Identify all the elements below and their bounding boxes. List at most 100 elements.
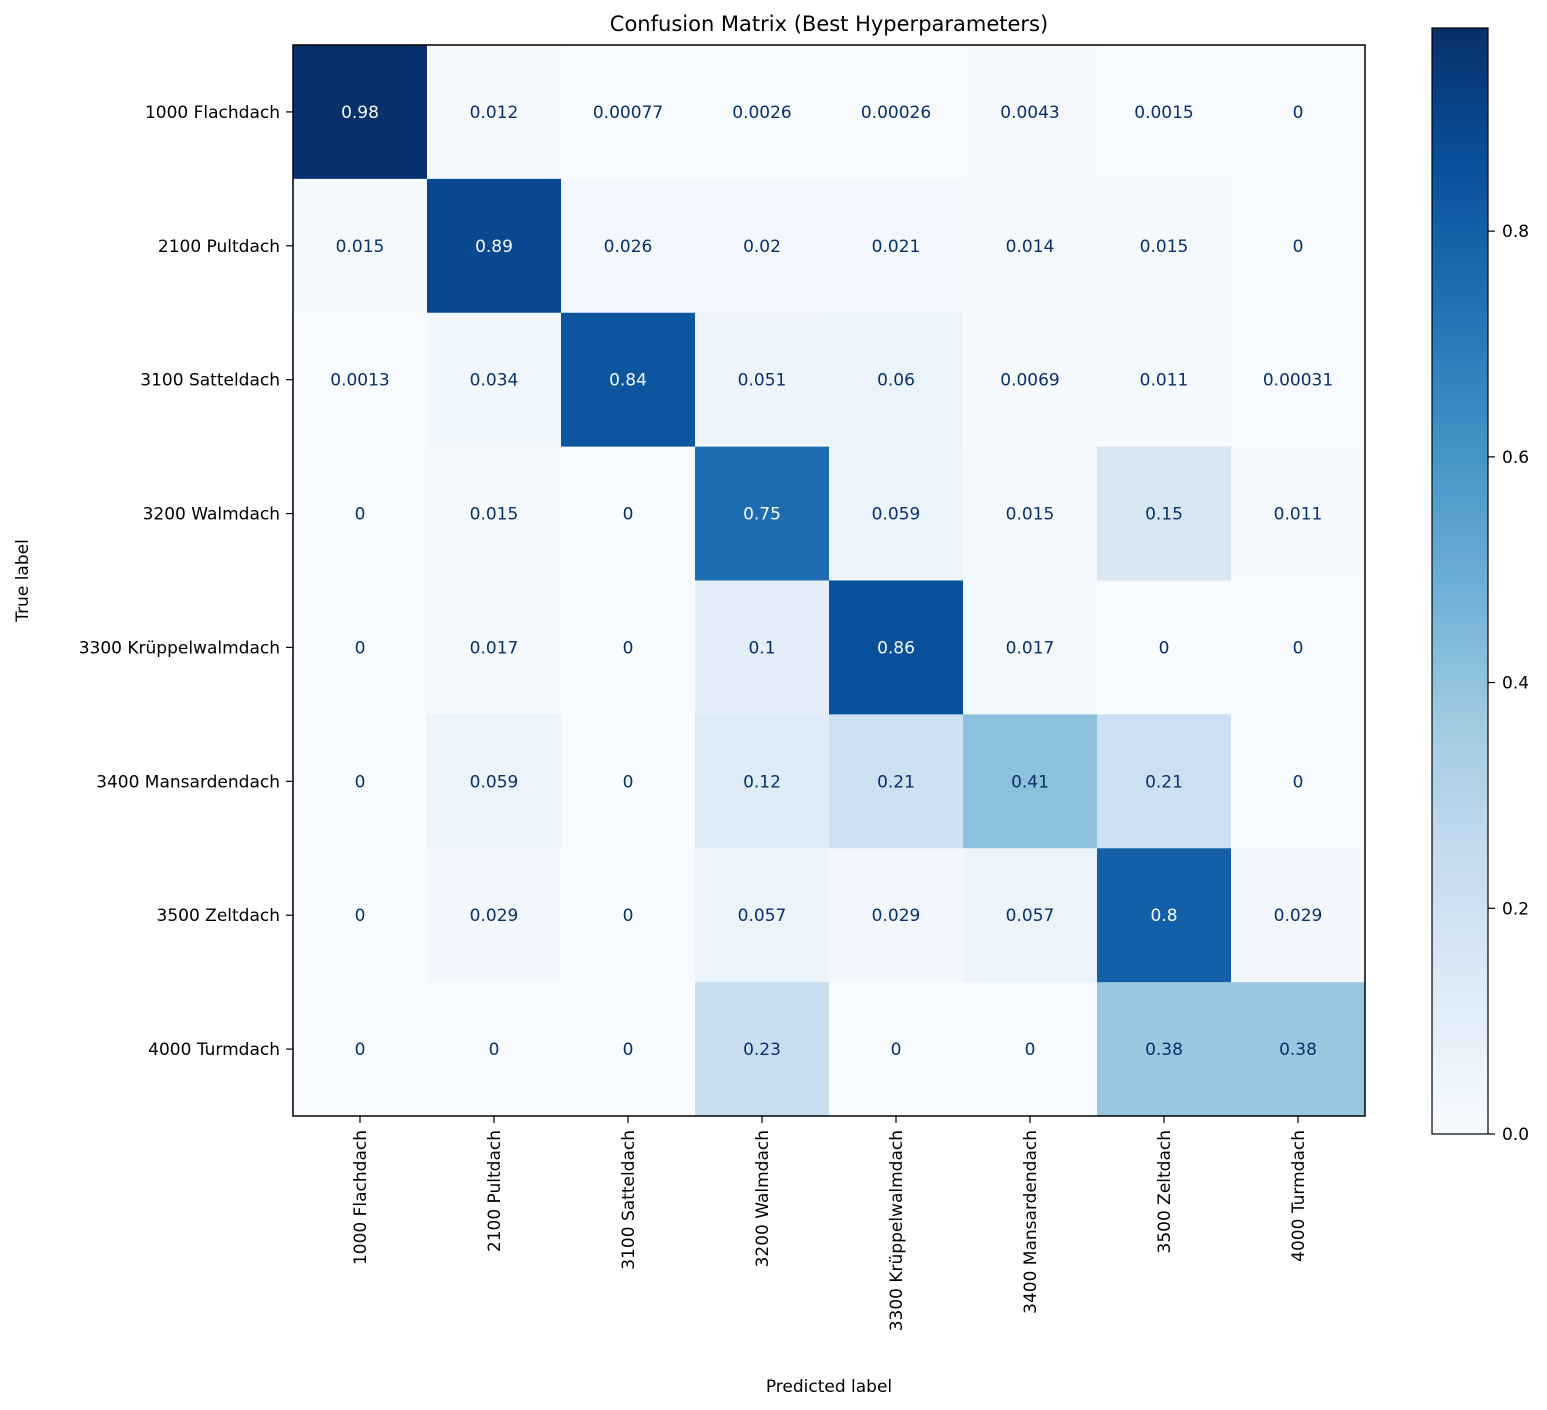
x-axis-title: Predicted label (766, 1377, 892, 1397)
cell-value-label: 0.026 (604, 237, 653, 257)
x-axis: 1000 Flachdach 2100 Pultdach 3100 Sattelda… (351, 1116, 1309, 1331)
heatmap-cell (963, 848, 1098, 983)
x-tick-label: 4000 Turmdach (1289, 1130, 1309, 1262)
colorbar-tick-label: 0.6 (1502, 448, 1529, 468)
cell-value-label: 0.12 (743, 772, 781, 792)
cell-value-label: 0.051 (738, 371, 787, 391)
heatmap-cell (1231, 714, 1366, 849)
chart-title: Confusion Matrix (Best Hyperparameters) (610, 12, 1048, 36)
y-tick-label: 3300 Krüppelwalmdach (79, 638, 280, 658)
cell-value-label: 0 (355, 505, 366, 525)
cell-value-label: 0.8 (1150, 906, 1177, 926)
y-axis-title: True label (13, 539, 33, 623)
heatmap-cell (1231, 982, 1366, 1117)
colorbar: 0.0 0.2 0.4 0.6 0.8 (1431, 27, 1529, 1145)
heatmap-cell (963, 178, 1098, 314)
cell-value-label: 0 (623, 1040, 634, 1060)
heatmap-cell (293, 446, 428, 581)
heatmap-cell (695, 714, 830, 849)
colorbar-tick-label: 0.8 (1502, 222, 1529, 242)
heatmap-cell (1097, 178, 1232, 314)
cell-value-label: 0.021 (872, 237, 921, 257)
cell-value-label: 0.011 (1274, 505, 1323, 525)
cell-value-label: 0 (355, 1040, 366, 1060)
heatmap-cell (561, 446, 696, 581)
cell-value-label: 0.23 (743, 1040, 781, 1060)
heatmap-cell (1231, 580, 1366, 715)
heatmap-cell (293, 982, 428, 1117)
heatmap-cell (1097, 45, 1232, 180)
colorbar-gradient (1431, 27, 1489, 1135)
colorbar-tick-label: 0.2 (1502, 899, 1529, 919)
cell-value-label: 0 (355, 638, 366, 658)
cell-value-label: 0.014 (1006, 237, 1055, 257)
heatmap-cell (963, 446, 1098, 581)
cell-value-label: 0.0069 (1000, 371, 1059, 391)
cell-value-label: 0.38 (1145, 1040, 1183, 1060)
cell-value-label: 0.012 (470, 103, 519, 123)
cell-value-label: 0.057 (1006, 906, 1055, 926)
y-tick-label: 3200 Walmdach (143, 505, 280, 525)
heatmap-cell (963, 312, 1098, 448)
heatmap-cell (293, 580, 428, 715)
cell-value-label: 0 (355, 772, 366, 792)
heatmap-cell (427, 45, 562, 180)
y-tick-label: 3500 Zeltdach (157, 906, 281, 926)
cell-value-label: 0 (1293, 638, 1304, 658)
heatmap-cell (427, 714, 562, 849)
heatmap-cell (695, 982, 830, 1117)
y-tick-label: 1000 Flachdach (145, 103, 280, 123)
cell-value-label: 0 (355, 906, 366, 926)
cell-value-label: 0.015 (1140, 237, 1189, 257)
x-tick-label: 3100 Satteldach (619, 1130, 639, 1270)
cell-value-label: 0.015 (470, 505, 519, 525)
cell-value-label: 0.057 (738, 906, 787, 926)
heatmap-cell (1231, 45, 1366, 180)
cell-value-label: 0 (1159, 638, 1170, 658)
heatmap-cell (829, 714, 964, 849)
heatmap-cell (427, 312, 562, 448)
heatmap-cell (963, 580, 1098, 715)
heatmap-cell (963, 982, 1098, 1117)
heatmap-cell (1231, 446, 1366, 581)
heatmap-cell (561, 45, 696, 180)
cell-value-label: 0.38 (1279, 1040, 1317, 1060)
cell-value-label: 0 (1293, 237, 1304, 257)
heatmap-cell (695, 848, 830, 983)
heatmap-cell (561, 580, 696, 715)
heatmap-cell (427, 982, 562, 1117)
heatmap-cell (1097, 714, 1232, 849)
heatmap-cell (1231, 312, 1366, 448)
cell-value-label: 0.0015 (1134, 103, 1193, 123)
cell-value-label: 0.15 (1145, 505, 1183, 525)
heatmap-cell (829, 45, 964, 180)
heatmap-cell (829, 446, 964, 581)
cell-value-label: 0.017 (470, 638, 519, 658)
heatmap-cell (829, 178, 964, 314)
heatmap-cell (293, 312, 428, 448)
cell-value-label: 0.06 (877, 371, 915, 391)
cell-value-label: 0 (891, 1040, 902, 1060)
cell-value-label: 0.0043 (1000, 103, 1059, 123)
cell-value-label: 0.1 (748, 638, 775, 658)
heatmap-cell (561, 714, 696, 849)
cell-value-label: 0.059 (872, 505, 921, 525)
x-tick-label: 3200 Walmdach (753, 1130, 773, 1267)
heatmap-cell (829, 580, 964, 715)
cell-value-label: 0.034 (470, 371, 519, 391)
heatmap-cell (1231, 178, 1366, 314)
cell-value-label: 0.98 (341, 103, 379, 123)
x-tick-label: 1000 Flachdach (351, 1130, 371, 1265)
cell-value-label: 0.015 (1006, 505, 1055, 525)
heatmap-cell (695, 580, 830, 715)
heatmap-cell (293, 848, 428, 983)
cell-value-label: 0.02 (743, 237, 781, 257)
colorbar-ticks: 0.0 0.2 0.4 0.6 0.8 (1488, 222, 1529, 1145)
heatmap-cell (1097, 580, 1232, 715)
cell-value-label: 0.89 (475, 237, 513, 257)
x-tick-label: 3500 Zeltdach (1155, 1130, 1175, 1254)
heatmap-cell (829, 312, 964, 448)
cell-value-label: 0 (623, 772, 634, 792)
y-tick-label: 3400 Mansardendach (96, 772, 280, 792)
